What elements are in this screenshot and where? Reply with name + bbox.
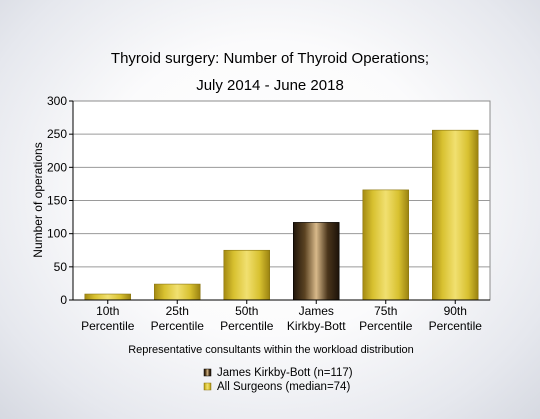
- bar-consultant: [293, 222, 340, 301]
- x-category-label: 75th: [374, 304, 397, 318]
- y-axis-ticks: 0 50 100 150 200 250 300: [47, 94, 73, 307]
- chart-title-line-2: July 2014 - June 2018: [196, 77, 344, 94]
- y-tick-label: 100: [47, 227, 67, 241]
- x-category-label: James: [299, 304, 334, 318]
- x-category-label: Percentile: [220, 319, 274, 333]
- x-category-label: 10th: [96, 304, 119, 318]
- y-tick-label: 250: [47, 127, 67, 141]
- y-tick-label: 0: [60, 293, 67, 307]
- legend-swatch-all-surgeons: [203, 382, 212, 391]
- y-axis-title: Number of operations: [31, 142, 45, 257]
- y-tick-label: 300: [47, 94, 67, 108]
- chart-title-line-1: Thyroid surgery: Number of Thyroid Opera…: [111, 50, 429, 67]
- bar-percentile: [432, 129, 479, 301]
- bar-percentile: [223, 249, 270, 301]
- bar-percentile: [362, 189, 409, 301]
- bars: [84, 129, 479, 301]
- chart-title: Thyroid surgery: Number of Thyroid Opera…: [111, 50, 429, 94]
- x-category-label: Percentile: [359, 319, 413, 333]
- x-category-label: Percentile: [151, 319, 205, 333]
- legend-label-consultant: James Kirkby-Bott (n=117): [217, 367, 353, 379]
- legend: James Kirkby-Bott (n=117) All Surgeons (…: [203, 367, 353, 393]
- x-category-label: 25th: [166, 304, 189, 318]
- gridlines: [73, 133, 490, 268]
- x-category-label: 50th: [235, 304, 258, 318]
- x-category-label: Percentile: [429, 319, 483, 333]
- y-tick-label: 200: [47, 160, 67, 174]
- bar-percentile: [154, 283, 201, 301]
- x-axis-labels: 10thPercentile25thPercentile50thPercenti…: [81, 300, 482, 333]
- y-tick-label: 150: [47, 194, 67, 208]
- bar-percentile: [84, 293, 131, 301]
- x-category-label: Kirkby-Bott: [287, 319, 346, 333]
- x-axis-title: Representative consultants within the wo…: [128, 344, 414, 356]
- x-category-label: Percentile: [81, 319, 135, 333]
- legend-swatch-consultant: [203, 368, 212, 377]
- legend-label-all-surgeons: All Surgeons (median=74): [217, 381, 350, 393]
- y-tick-label: 50: [54, 260, 68, 274]
- x-category-label: 90th: [444, 304, 467, 318]
